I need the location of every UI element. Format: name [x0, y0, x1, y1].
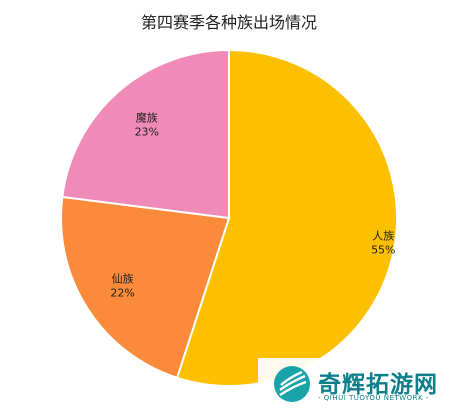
slice-category-label: 仙族 — [112, 272, 134, 286]
watermark-subtitle: - QIHUI TUOYOU NETWORK - — [318, 394, 429, 402]
pie-slice-2 — [59, 195, 231, 380]
chart-title: 第四赛季各种族出场情况 — [140, 13, 317, 32]
slice-percent-label: 55% — [371, 243, 395, 256]
slice-category-label: 人族 — [372, 228, 394, 242]
slice-category-label: 魔族 — [136, 111, 158, 125]
slice-percent-label: 22% — [110, 287, 134, 300]
watermark-logo-icon — [274, 366, 310, 402]
slice-percent-label: 23% — [135, 126, 159, 139]
watermark: 奇辉拓游网 - QIHUI TUOYOU NETWORK - — [258, 358, 458, 410]
pie-slice-3 — [61, 48, 230, 220]
watermark-name: 奇辉拓游网 — [318, 372, 438, 398]
